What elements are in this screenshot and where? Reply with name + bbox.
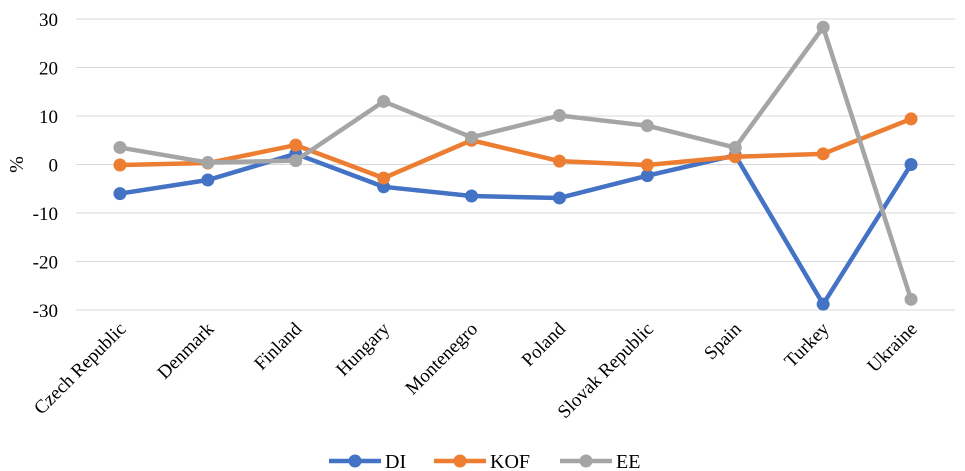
x-tick-label: Spain (700, 318, 746, 364)
y-tick-label: 30 (39, 10, 58, 31)
data-point (289, 138, 303, 152)
y-tick-label: 20 (39, 59, 58, 80)
data-point (552, 109, 566, 123)
data-point (904, 158, 918, 171)
data-point (640, 158, 654, 172)
y-tick-label: -10 (33, 204, 58, 225)
x-tick-label: Hungary (332, 318, 394, 380)
x-tick-label: Slovak Republic (554, 319, 658, 423)
x-tick-label: Finland (250, 318, 306, 374)
data-point (640, 169, 654, 183)
legend-swatch-marker (453, 454, 467, 468)
series-ee (113, 20, 918, 306)
y-tick-label: 10 (39, 107, 58, 128)
legend-swatch-marker (579, 454, 593, 468)
data-point (816, 147, 830, 161)
series-line (117, 151, 914, 307)
x-tick-label: Turkey (781, 318, 835, 372)
data-point (201, 156, 215, 170)
x-tick-label: Denmark (154, 318, 219, 383)
data-point (904, 112, 918, 126)
data-point (113, 187, 127, 201)
y-axis-tick-labels: -30 -20 -10 0 10 20 30 (33, 10, 58, 322)
data-point (465, 130, 479, 144)
data-point (552, 191, 566, 205)
y-tick-label: 0 (49, 156, 59, 177)
data-point (113, 141, 127, 155)
x-axis-tick-labels: Czech Republic Denmark Finland Hungary Monte… (30, 318, 921, 422)
y-axis-title: % (6, 156, 28, 173)
data-point (465, 189, 479, 203)
legend-swatch-marker (348, 454, 362, 468)
legend: DI KOF EE (329, 451, 640, 471)
data-point (640, 119, 654, 133)
data-point (728, 150, 742, 164)
series-lines (113, 20, 918, 311)
x-tick-label: Poland (518, 318, 571, 371)
legend-label: KOF (490, 451, 530, 471)
data-point (816, 20, 830, 34)
legend-item-di: DI (329, 451, 406, 471)
data-point (289, 154, 303, 168)
data-point (816, 297, 830, 311)
x-tick-label: Montenegro (402, 319, 483, 400)
series-line (117, 24, 914, 302)
y-tick-label: -20 (33, 253, 58, 274)
data-point (728, 141, 742, 155)
data-point (904, 292, 918, 306)
data-point (113, 158, 127, 172)
x-tick-label: Ukraine (863, 319, 921, 377)
legend-item-kof: KOF (434, 451, 530, 471)
y-tick-label: -30 (33, 301, 58, 322)
series-line (117, 116, 914, 181)
data-point (377, 171, 391, 185)
series-di (113, 147, 918, 311)
x-tick-label: Czech Republic (30, 319, 130, 419)
gridlines (76, 18, 955, 311)
legend-label: DI (385, 451, 406, 471)
data-point (201, 173, 215, 187)
legend-item-ee: EE (560, 451, 640, 471)
legend-label: EE (616, 451, 640, 471)
data-point (377, 94, 391, 108)
data-point (552, 154, 566, 168)
